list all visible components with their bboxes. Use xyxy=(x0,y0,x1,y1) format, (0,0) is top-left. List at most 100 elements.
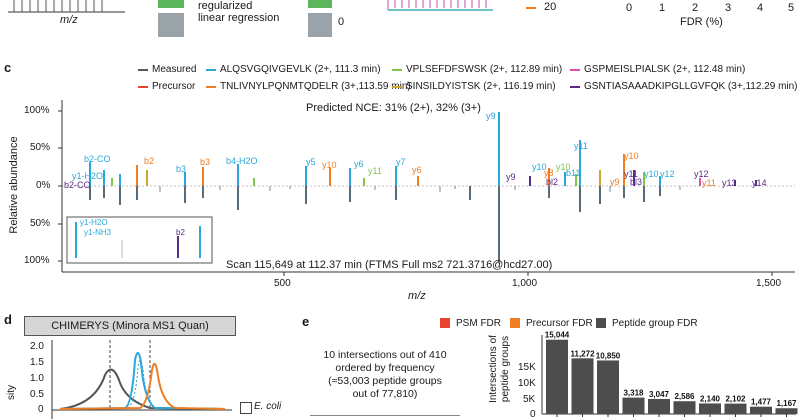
ion-label: y1-H2O xyxy=(72,171,104,181)
panel-c-ytick-100-bottom: 100% xyxy=(24,255,50,266)
ion-label: b2-CO xyxy=(64,180,91,190)
top-fdr-tick-0: 0 xyxy=(626,2,633,14)
legend-swatch xyxy=(596,318,606,328)
summary-line: ordered by frequency xyxy=(335,362,435,374)
ion-label: bl2 xyxy=(546,177,559,187)
bar-value-label: 10,850 xyxy=(596,351,621,360)
legend-swatch xyxy=(206,86,216,88)
panel-e-letter: e xyxy=(302,314,310,329)
panel-c-xtick-1500: 1,500 xyxy=(756,278,782,289)
inset-label: b2 xyxy=(176,228,185,237)
ion-label: y10 xyxy=(644,169,659,179)
panel-d-title-box: CHIMERYS (Minora MS1 Quan) xyxy=(24,316,236,336)
ion-label: bl3 xyxy=(630,177,643,187)
ion-label: y12 xyxy=(660,169,675,179)
ion-label: y11 xyxy=(702,178,716,188)
ion-label: y7 xyxy=(396,157,406,167)
ion-label: b3 xyxy=(176,164,187,174)
panel-c-ytick-100-top: 100% xyxy=(24,105,50,116)
panel-c-xtick-500: 500 xyxy=(274,278,291,289)
summary-line: out of 77,810) xyxy=(352,388,418,400)
ion-label: y5 xyxy=(306,157,316,167)
bar-3 xyxy=(597,360,619,414)
panel-d-ytick: 0 xyxy=(38,404,44,415)
panel-c-ytick-0: 0% xyxy=(36,180,51,191)
scan-label: Scan 115,649 at 112.37 min (FTMS Full ms… xyxy=(226,259,553,271)
top-fdr-tick-2: 2 xyxy=(692,2,699,14)
panel-d-ytick: 1.5 xyxy=(30,357,44,368)
ion-label: y9 xyxy=(486,111,496,121)
ion-label: b11 xyxy=(566,168,581,178)
legend-label: PSM FDR xyxy=(456,318,501,329)
ion-label: y10 xyxy=(624,151,639,161)
legend-swatch xyxy=(392,69,402,71)
ion-label: y11 xyxy=(368,166,382,176)
legend-label: Precursor FDR xyxy=(526,318,593,329)
bar-1 xyxy=(546,339,568,414)
ion-labels: y9 b2-CO y1-H2O b2-CO b2 b3 b3 b4-H2O y5… xyxy=(64,111,767,237)
top-fdr-tick-1: 1 xyxy=(659,2,666,14)
ion-label: b2-CO xyxy=(84,154,111,164)
panel-c-xlabel: m/z xyxy=(408,290,426,302)
panel-d-legend-label: E. coli xyxy=(254,401,282,412)
legend-swatch xyxy=(570,69,580,71)
ion-label: y11 xyxy=(624,169,638,179)
ion-label: y9 xyxy=(610,177,620,187)
trace-orange xyxy=(59,362,226,410)
bar-value-label: 1,477 xyxy=(751,398,772,407)
bar-value-label: 11,272 xyxy=(570,349,595,358)
panel-d-chromatogram xyxy=(51,340,232,419)
top-legend-swatch xyxy=(526,7,536,9)
legend-swatch xyxy=(510,318,520,328)
bar-value-label: 2,102 xyxy=(725,395,746,404)
panel-d-legend-checkbox[interactable] xyxy=(240,402,252,414)
ion-label: b2 xyxy=(144,156,155,166)
summary-line: (≈53,003 peptide groups xyxy=(328,375,442,387)
bar-value-label: 2,586 xyxy=(674,392,695,401)
top-strip: m/z regularized linear regression 0 20 0… xyxy=(0,0,800,50)
legend-swatch xyxy=(570,86,580,88)
legend-swatch xyxy=(440,318,450,328)
panel-d-ytick: 0.5 xyxy=(30,389,44,400)
top-gray-block-right xyxy=(308,13,332,37)
panel-e-ytick: 5K xyxy=(523,394,536,405)
bar-value-label: 15,044 xyxy=(545,331,570,340)
ion-label: y9 xyxy=(506,172,516,182)
panel-c-xtick-1000: 1,000 xyxy=(512,278,538,289)
ion-label: b3 xyxy=(200,157,211,167)
panel-c-ytick-50-bottom: 50% xyxy=(30,218,51,229)
top-fdr-axis-label: FDR (%) xyxy=(680,16,723,28)
ion-label: y14 xyxy=(752,178,767,188)
legend-label: Measured xyxy=(152,64,197,75)
bar-value-label: 3,047 xyxy=(649,390,670,399)
top-mz-label: m/z xyxy=(60,14,78,26)
legend-label: Peptide group FDR xyxy=(612,318,698,329)
trace-gray xyxy=(59,368,226,410)
legend-swatch xyxy=(392,86,402,88)
top-regression-label-1: regularized xyxy=(198,0,253,12)
top-spectrum-sketch xyxy=(8,0,125,13)
bar-2 xyxy=(571,358,594,414)
bar-9 xyxy=(750,406,772,414)
bar-4 xyxy=(622,397,645,414)
legend-label: SINSILDYISTSK (2+, 116.19 min) xyxy=(406,81,556,92)
panel-c-ytick-50-top: 50% xyxy=(30,142,51,153)
legend-label: VPLSEFDFSWSK (2+, 112.89 min) xyxy=(406,64,563,75)
bar-value-label: 1,167 xyxy=(776,399,797,408)
ion-label: y13 xyxy=(722,178,737,188)
top-fdr-tick-3: 3 xyxy=(725,2,732,14)
inset-label: y1-NH3 xyxy=(84,228,112,237)
bar-value-label: 2,140 xyxy=(700,394,721,403)
panel-e-summary-box-edge xyxy=(310,415,460,420)
top-heat-sketch xyxy=(387,0,493,11)
top-zero-label: 0 xyxy=(338,16,345,28)
ion-label: y10 xyxy=(556,162,571,172)
top-legend-value: 20 xyxy=(544,1,557,13)
summary-line: 10 intersections out of 410 xyxy=(323,349,447,361)
bar-value-label: 3,318 xyxy=(623,389,644,398)
ion-label: y8 xyxy=(544,168,554,178)
bar-8 xyxy=(724,403,747,414)
top-fdr-tick-5: 5 xyxy=(788,2,795,14)
bar-10 xyxy=(775,408,798,414)
top-regression-label-2: linear regression xyxy=(198,12,280,24)
